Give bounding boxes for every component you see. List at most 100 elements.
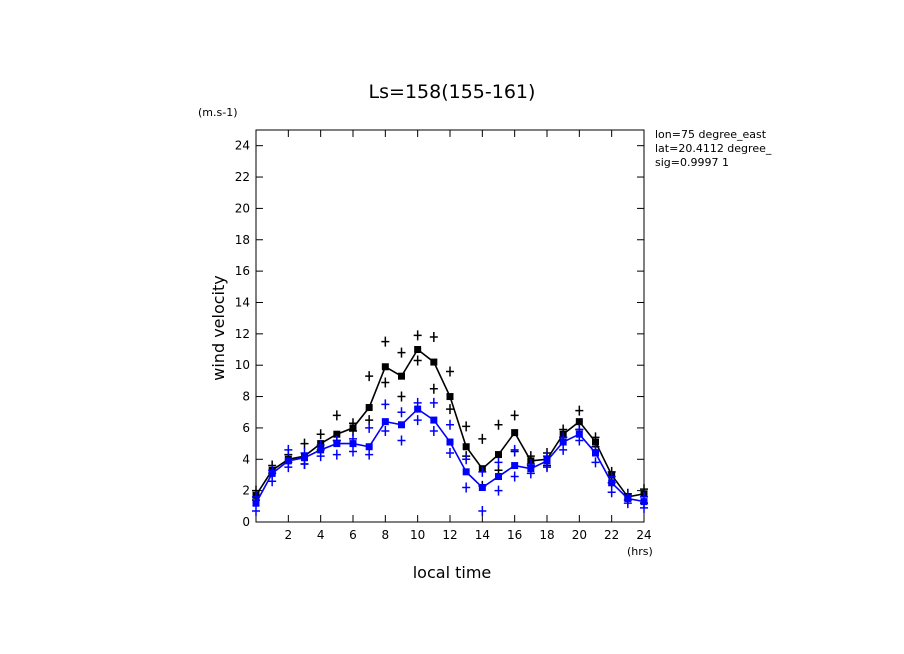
line-marker (333, 440, 341, 448)
y-tick-label: 2 (242, 484, 250, 498)
sample-point (494, 457, 503, 468)
x-tick-label: 14 (475, 528, 490, 542)
sample-point (494, 485, 503, 496)
line-marker (575, 430, 583, 438)
sample-point (462, 482, 471, 493)
line-marker (543, 457, 551, 465)
sample-point (284, 444, 293, 455)
info-line: lon=75 degree_east (655, 128, 767, 141)
line-marker (365, 443, 373, 451)
sample-point (478, 433, 487, 444)
x-unit: (hrs) (627, 545, 653, 558)
line-marker (511, 462, 519, 470)
line-marker (333, 430, 341, 438)
sample-point (446, 404, 454, 415)
sample-point (381, 426, 390, 437)
plot-frame (255, 129, 645, 523)
line-marker (446, 438, 454, 446)
line-marker (349, 424, 357, 432)
y-tick-label: 18 (235, 233, 250, 247)
sample-point (429, 426, 438, 437)
line-marker (511, 429, 519, 437)
line-marker (430, 416, 438, 424)
x-tick-label: 12 (442, 528, 457, 542)
x-tick-label: 20 (572, 528, 587, 542)
y-unit: (m.s-1) (198, 106, 238, 119)
line-marker (446, 393, 454, 401)
y-tick-label: 8 (242, 390, 250, 404)
sample-point (397, 435, 406, 446)
sample-point (365, 371, 374, 382)
sample-point (381, 377, 390, 388)
sample-point (429, 397, 438, 408)
y-axis-label: wind velocity (209, 275, 228, 380)
sample-point (478, 466, 487, 477)
sample-point (332, 449, 341, 460)
x-tick-label: 16 (507, 528, 522, 542)
y-tick-label: 14 (235, 295, 250, 309)
line-marker (268, 469, 276, 477)
sample-point (268, 476, 277, 487)
sample-point (462, 421, 471, 432)
sample-point (332, 410, 341, 421)
line-marker (381, 363, 389, 371)
sample-point (429, 331, 438, 342)
sample-point (397, 391, 406, 402)
sample-point (494, 419, 503, 430)
line-marker (624, 494, 632, 502)
line-marker (284, 457, 292, 465)
line-marker (462, 443, 470, 451)
sample-point (446, 448, 454, 459)
line-marker (478, 484, 486, 492)
sample-point (252, 506, 260, 517)
sample-point (607, 487, 616, 498)
info-line: sig=0.9997 1 (655, 156, 729, 169)
sample-point (413, 355, 422, 366)
y-tick-label: 4 (242, 452, 250, 466)
line-marker (414, 405, 422, 413)
y-tick-label: 12 (235, 327, 250, 341)
line-marker (349, 440, 357, 448)
sample-point (300, 438, 309, 449)
line-marker (495, 451, 502, 459)
chart-title: Ls=158(155-161) (369, 81, 536, 103)
sample-point (462, 454, 471, 465)
x-tick-label: 22 (604, 528, 619, 542)
line-marker (592, 449, 599, 457)
y-tick-label: 20 (235, 201, 250, 215)
line-marker (608, 479, 616, 487)
x-tick-label: 4 (317, 528, 325, 542)
x-axis-label: local time (413, 563, 492, 582)
sample-point (349, 446, 357, 457)
sample-point (510, 444, 519, 455)
sample-point (559, 444, 568, 455)
sample-point (575, 405, 584, 416)
line-marker (398, 421, 405, 429)
x-tick-label: 18 (539, 528, 554, 542)
y-tick-label: 16 (235, 264, 250, 278)
sample-point (591, 457, 600, 468)
y-tick-label: 10 (235, 358, 250, 372)
line-marker (381, 418, 389, 426)
sample-point (478, 506, 487, 517)
line-marker (559, 438, 567, 446)
sample-point (365, 422, 374, 433)
sample-point (381, 336, 390, 347)
x-tick-label: 24 (636, 528, 651, 542)
sample-point (316, 429, 325, 440)
sample-point (510, 471, 519, 482)
line-marker (640, 498, 648, 506)
line-marker (462, 468, 470, 476)
sample-point (381, 399, 390, 410)
y-tick-label: 0 (242, 515, 250, 529)
sample-point (413, 330, 422, 341)
sample-point (397, 347, 406, 358)
y-tick-label: 6 (242, 421, 250, 435)
line-marker (414, 346, 422, 354)
line-marker (527, 465, 535, 473)
line-marker (365, 404, 373, 412)
line-marker (430, 358, 438, 366)
x-tick-label: 10 (410, 528, 425, 542)
sample-point (429, 383, 438, 394)
line-marker (592, 438, 599, 446)
